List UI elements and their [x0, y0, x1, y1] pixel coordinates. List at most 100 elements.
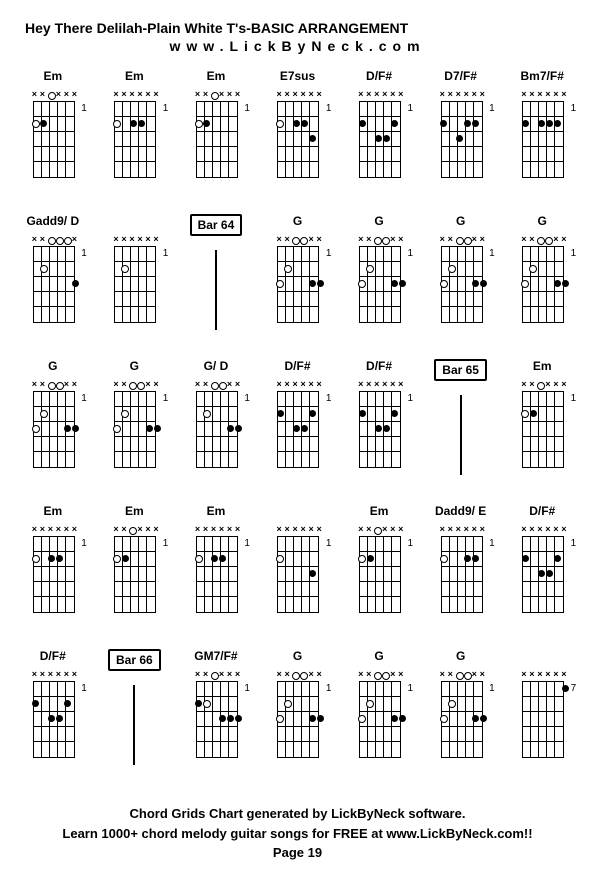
- chord-label: G: [293, 649, 302, 665]
- chord-label: G/ D: [204, 359, 229, 375]
- chord-diagram: ××××1: [353, 236, 405, 326]
- chord-cell: D/F# ××××××1: [341, 69, 417, 204]
- chord-cell: G/ D ××××1: [178, 359, 254, 494]
- chord-diagram: ×××××1: [516, 381, 568, 471]
- chord-diagram: ××××××1: [27, 526, 79, 616]
- chord-grid: Em×××××1Em××××××1Em×××××1E7sus××××××1D/F…: [15, 69, 580, 784]
- chord-label: G: [48, 359, 57, 375]
- chord-diagram: ××××××1: [353, 91, 405, 181]
- chord-diagram: ××××××1: [271, 526, 323, 616]
- chord-cell: G××××1: [423, 214, 499, 349]
- chord-label: Em: [43, 69, 62, 85]
- chord-diagram: ×××××1: [353, 526, 405, 616]
- chord-diagram: ××××××1: [271, 91, 323, 181]
- chord-cell: Em×××××1: [97, 504, 173, 639]
- website-url: www.LickByNeck.com: [15, 38, 580, 54]
- chord-cell: ××××××1: [260, 504, 336, 639]
- chord-cell: Bar 64: [178, 214, 254, 349]
- chord-cell: Em ×××××1: [341, 504, 417, 639]
- chord-diagram: ××××××1: [271, 381, 323, 471]
- chord-cell: D/F# ××××××1: [504, 504, 580, 639]
- chord-cell: Bar 66: [97, 649, 173, 784]
- footer: Chord Grids Chart generated by LickByNec…: [15, 804, 580, 863]
- chord-cell: G××××1: [341, 214, 417, 349]
- chord-diagram: ××××1: [271, 671, 323, 761]
- chord-label: G: [130, 359, 139, 375]
- chord-label: G: [293, 214, 302, 230]
- chord-label: D/F#: [284, 359, 310, 375]
- chord-label: Em: [370, 504, 389, 520]
- chord-label: D/F#: [366, 69, 392, 85]
- chord-diagram: ××××××1: [516, 526, 568, 616]
- chord-label: Em: [207, 69, 226, 85]
- chord-cell: E7sus ××××××1: [260, 69, 336, 204]
- chord-cell: GM7/F# ×××××1: [178, 649, 254, 784]
- chord-label: Em: [533, 359, 552, 375]
- chord-label: D/F#: [529, 504, 555, 520]
- chord-diagram: ××××1: [271, 236, 323, 326]
- chord-label: Bm7/F#: [521, 69, 564, 85]
- chord-cell: Em××××××1: [15, 504, 91, 639]
- bar-label: Bar 66: [108, 649, 161, 671]
- chord-diagram: ××××××1: [27, 671, 79, 761]
- chord-cell: D/F# ××××××1: [15, 649, 91, 784]
- chord-cell: D7/F#××××××1: [423, 69, 499, 204]
- chord-label: E7sus: [280, 69, 315, 85]
- chord-diagram: ××××1: [190, 381, 242, 471]
- barline: [215, 250, 217, 330]
- chord-cell: Bar 65: [423, 359, 499, 494]
- bar-label: Bar 65: [434, 359, 487, 381]
- chord-cell: G ××××1: [423, 649, 499, 784]
- chord-cell: G ××××1: [260, 214, 336, 349]
- footer-line1: Chord Grids Chart generated by LickByNec…: [15, 804, 580, 824]
- chord-label: GM7/F#: [194, 649, 237, 665]
- chord-diagram: ××××××1: [435, 91, 487, 181]
- chord-label: Gadd9/ D: [26, 214, 79, 230]
- chord-diagram: ××××××1: [353, 381, 405, 471]
- chord-cell: Bm7/F# ××××××1: [504, 69, 580, 204]
- bar-label: Bar 64: [190, 214, 243, 236]
- chord-label: Em: [207, 504, 226, 520]
- chord-label: G: [456, 214, 465, 230]
- chord-label: G: [456, 649, 465, 665]
- chord-diagram: ×××××1: [27, 91, 79, 181]
- chord-diagram: ××××××1: [435, 526, 487, 616]
- chord-diagram: ××××××1: [108, 91, 160, 181]
- chord-cell: G ××××1: [260, 649, 336, 784]
- barline: [133, 685, 135, 765]
- chord-diagram: ××××××1: [190, 526, 242, 616]
- chord-cell: G ××××1: [341, 649, 417, 784]
- chord-cell: Em ×××××1: [504, 359, 580, 494]
- chord-label: G: [374, 649, 383, 665]
- chord-cell: Em ××××××1: [178, 504, 254, 639]
- chord-label: D/F#: [366, 359, 392, 375]
- chord-diagram: ×××××1: [108, 526, 160, 616]
- chord-diagram: ××××××1: [516, 91, 568, 181]
- chord-diagram: ××××××1: [108, 236, 160, 326]
- chord-diagram: ××××1: [27, 381, 79, 471]
- footer-page: Page 19: [15, 843, 580, 863]
- chord-diagram: ××××1: [108, 381, 160, 471]
- chord-diagram: ×××××1: [190, 671, 242, 761]
- chord-diagram: ××××1: [353, 671, 405, 761]
- chord-cell: Dadd9/ E××××××1: [423, 504, 499, 639]
- chord-diagram: ××××1: [435, 671, 487, 761]
- chord-cell: G ××××1: [15, 359, 91, 494]
- footer-line2: Learn 1000+ chord melody guitar songs fo…: [15, 824, 580, 844]
- chord-diagram: ××××1: [516, 236, 568, 326]
- chord-cell: G ××××1: [97, 359, 173, 494]
- chord-label: Em: [125, 69, 144, 85]
- chord-label: D/F#: [40, 649, 66, 665]
- barline: [460, 395, 462, 475]
- page-title: Hey There Delilah-Plain White T's-BASIC …: [15, 20, 580, 36]
- chord-diagram: ×××××1: [190, 91, 242, 181]
- chord-cell: D/F# ××××××1: [341, 359, 417, 494]
- chord-diagram: ××××××7: [516, 671, 568, 761]
- chord-cell: D/F# ××××××1: [260, 359, 336, 494]
- chord-cell: Em ×××××1: [178, 69, 254, 204]
- chord-cell: Gadd9/ D ×××1: [15, 214, 91, 349]
- chord-cell: ××××××1: [97, 214, 173, 349]
- chord-diagram: ×××1: [27, 236, 79, 326]
- chord-cell: Em ××××××1: [97, 69, 173, 204]
- chord-cell: Em ×××××1: [15, 69, 91, 204]
